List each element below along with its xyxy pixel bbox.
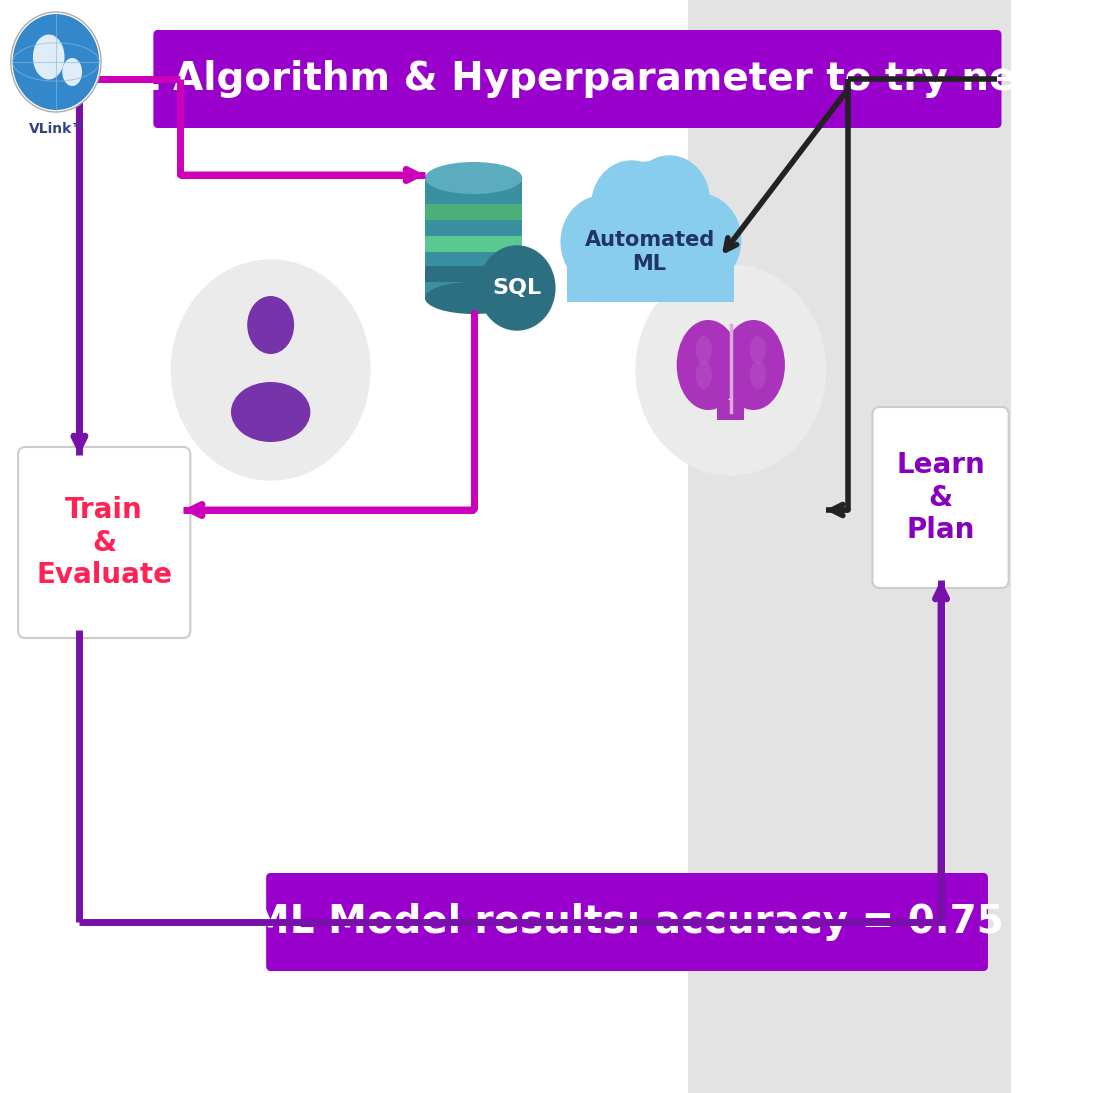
FancyBboxPatch shape — [424, 266, 522, 282]
Circle shape — [591, 161, 671, 249]
Ellipse shape — [696, 336, 712, 364]
Circle shape — [597, 162, 702, 278]
Circle shape — [12, 14, 100, 110]
FancyBboxPatch shape — [567, 240, 734, 302]
Ellipse shape — [63, 58, 82, 86]
Circle shape — [171, 260, 370, 480]
FancyBboxPatch shape — [424, 204, 522, 220]
Ellipse shape — [32, 35, 65, 80]
Text: ML Algorithm & Hyperparameter to try next: ML Algorithm & Hyperparameter to try nex… — [96, 60, 1058, 98]
Circle shape — [629, 156, 709, 244]
Circle shape — [479, 246, 554, 330]
FancyBboxPatch shape — [688, 0, 1010, 1093]
FancyBboxPatch shape — [18, 447, 190, 638]
Ellipse shape — [424, 282, 522, 314]
Ellipse shape — [749, 336, 766, 364]
FancyBboxPatch shape — [717, 400, 745, 420]
FancyBboxPatch shape — [153, 30, 1001, 128]
Text: SQL: SQL — [493, 278, 542, 298]
FancyBboxPatch shape — [424, 236, 522, 252]
FancyBboxPatch shape — [0, 0, 688, 1093]
Ellipse shape — [676, 320, 740, 410]
Text: Train
&
Evaluate: Train & Evaluate — [36, 496, 172, 589]
Text: ML Model results: accuracy = 0.75: ML Model results: accuracy = 0.75 — [251, 903, 1004, 941]
FancyBboxPatch shape — [267, 873, 988, 971]
FancyBboxPatch shape — [424, 178, 522, 298]
Circle shape — [11, 12, 101, 111]
Ellipse shape — [424, 162, 522, 193]
Text: Learn
&
Plan: Learn & Plan — [896, 451, 984, 544]
Text: VLink™: VLink™ — [29, 122, 86, 136]
FancyBboxPatch shape — [872, 407, 1009, 588]
Circle shape — [657, 193, 740, 286]
Text: Automated
ML: Automated ML — [585, 231, 715, 273]
Ellipse shape — [231, 381, 310, 442]
Ellipse shape — [749, 361, 766, 389]
Ellipse shape — [248, 296, 295, 354]
Circle shape — [636, 265, 825, 475]
Ellipse shape — [696, 361, 712, 389]
Circle shape — [561, 196, 644, 287]
Ellipse shape — [721, 320, 785, 410]
